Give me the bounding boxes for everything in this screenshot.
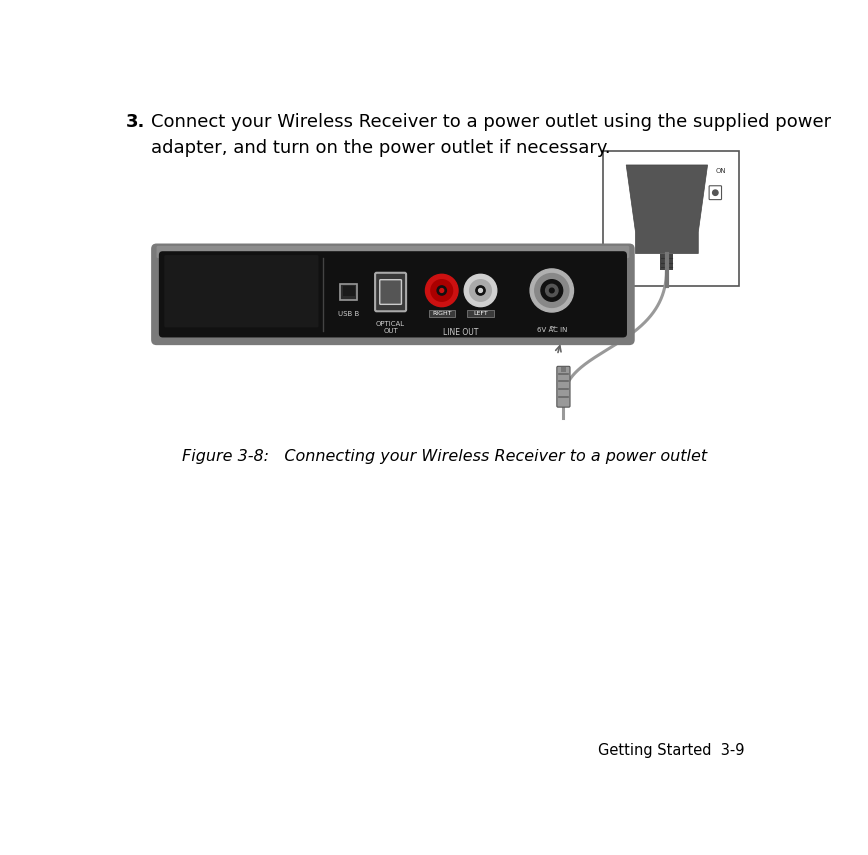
Bar — [561, 368, 566, 372]
Text: OPTICAL
OUT: OPTICAL OUT — [376, 321, 405, 333]
FancyBboxPatch shape — [156, 246, 629, 258]
FancyBboxPatch shape — [151, 244, 635, 345]
Text: Getting Started  3-9: Getting Started 3-9 — [597, 743, 744, 758]
Text: 6V AC IN: 6V AC IN — [536, 327, 567, 333]
Circle shape — [478, 288, 483, 292]
FancyBboxPatch shape — [709, 186, 721, 199]
Text: LINE OUT: LINE OUT — [444, 328, 479, 337]
Circle shape — [530, 269, 574, 312]
Text: USB B: USB B — [339, 310, 359, 316]
Text: Connect your Wireless Receiver to a power outlet using the supplied power
adapte: Connect your Wireless Receiver to a powe… — [151, 114, 832, 157]
Bar — [603, 151, 739, 286]
FancyBboxPatch shape — [429, 310, 455, 317]
Polygon shape — [626, 165, 707, 254]
FancyBboxPatch shape — [467, 310, 494, 317]
FancyBboxPatch shape — [375, 273, 406, 311]
Circle shape — [713, 190, 718, 196]
Circle shape — [431, 280, 452, 301]
Text: ~: ~ — [549, 323, 556, 332]
Circle shape — [535, 274, 569, 308]
Circle shape — [437, 286, 446, 295]
Circle shape — [541, 280, 562, 301]
FancyBboxPatch shape — [164, 255, 319, 327]
Circle shape — [470, 280, 491, 301]
Bar — [343, 286, 355, 296]
FancyBboxPatch shape — [159, 251, 627, 338]
Text: 3.: 3. — [126, 114, 145, 132]
FancyBboxPatch shape — [557, 366, 570, 407]
Circle shape — [549, 288, 554, 292]
Circle shape — [476, 286, 485, 295]
Circle shape — [464, 274, 496, 307]
Text: LEFT: LEFT — [473, 311, 488, 316]
Text: Figure 3-8:   Connecting your Wireless Receiver to a power outlet: Figure 3-8: Connecting your Wireless Rec… — [182, 449, 707, 464]
Circle shape — [440, 288, 444, 292]
FancyBboxPatch shape — [380, 280, 401, 304]
FancyBboxPatch shape — [340, 285, 358, 300]
Text: ON: ON — [715, 168, 726, 174]
Circle shape — [546, 285, 558, 297]
Bar — [661, 254, 673, 270]
Circle shape — [425, 274, 458, 307]
Text: RIGHT: RIGHT — [432, 311, 451, 316]
